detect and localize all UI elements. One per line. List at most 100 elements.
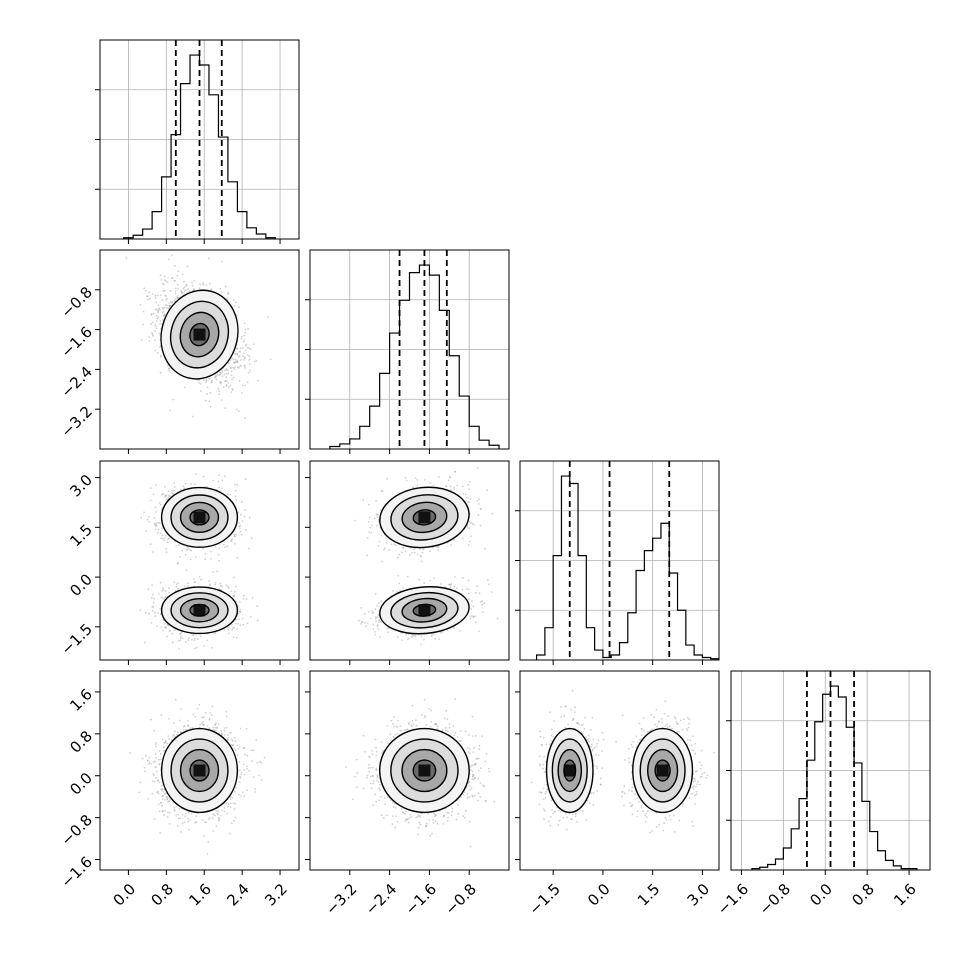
scatter-point — [230, 539, 233, 542]
scatter-point — [168, 367, 171, 370]
scatter-point — [152, 493, 155, 496]
scatter-point — [239, 347, 242, 350]
scatter-point — [192, 578, 195, 581]
scatter-point — [159, 320, 162, 323]
scatter-point — [165, 626, 167, 628]
scatter-point — [161, 534, 164, 537]
panel-frame — [99, 249, 300, 450]
scatter-point — [184, 641, 187, 643]
scatter-point — [176, 274, 179, 277]
scatter-point — [154, 297, 157, 299]
scatter-point — [208, 400, 211, 403]
scatter-point — [151, 609, 154, 612]
scatter-point — [216, 373, 219, 376]
scatter-point — [231, 378, 234, 381]
scatter-point — [236, 361, 239, 364]
scatter-point — [232, 299, 235, 301]
scatter-point — [154, 525, 157, 528]
scatter-point — [202, 283, 205, 286]
scatter-point — [240, 364, 243, 367]
scatter-point — [215, 378, 218, 381]
scatter-point — [159, 607, 162, 610]
scatter-point — [235, 533, 238, 536]
scatter-point — [248, 347, 250, 349]
scatter-point — [143, 511, 145, 514]
scatter-point — [162, 310, 165, 313]
scatter-point — [218, 393, 221, 396]
scatter-point — [144, 289, 147, 292]
scatter-point — [167, 307, 170, 310]
scatter-point — [142, 323, 144, 326]
scatter-point — [162, 589, 165, 591]
scatter-point — [230, 370, 233, 373]
scatter-point — [146, 518, 149, 521]
scatter-point — [205, 284, 208, 286]
scatter-point — [167, 367, 170, 370]
scatter-point — [190, 549, 193, 552]
scatter-point — [480, 508, 483, 511]
scatter-point — [165, 627, 167, 629]
scatter-point — [235, 301, 237, 304]
scatter-point — [229, 385, 232, 387]
scatter-point — [139, 304, 142, 306]
scatter-point — [184, 483, 187, 485]
scatter-point — [156, 625, 158, 627]
scatter-point — [214, 632, 216, 635]
scatter-point — [468, 598, 470, 601]
scatter-point — [177, 544, 180, 547]
scatter-point — [162, 539, 165, 542]
scatter-point — [185, 283, 188, 286]
scatter-point — [177, 270, 180, 273]
scatter-point — [462, 537, 464, 540]
scatter-point — [227, 382, 230, 384]
scatter-point — [173, 486, 176, 488]
scatter-point — [172, 492, 174, 495]
scatter-point — [168, 304, 171, 307]
scatter-point — [222, 386, 225, 389]
scatter-point — [183, 280, 185, 283]
scatter-point — [221, 375, 224, 378]
scatter-point — [160, 537, 163, 540]
scatter-point — [240, 533, 243, 536]
scatter-point — [228, 626, 231, 629]
scatter-point — [161, 587, 164, 590]
scatter-point — [164, 590, 167, 592]
scatter-point — [227, 585, 230, 588]
scatter-point — [225, 368, 228, 371]
contour-line — [179, 597, 220, 623]
y-tick-label: −3.2 — [58, 402, 96, 440]
scatter-point — [230, 366, 233, 369]
scatter-point — [163, 279, 166, 282]
scatter-point — [358, 619, 360, 622]
scatter-point — [154, 294, 157, 297]
scatter-point — [187, 288, 190, 291]
scatter-point — [231, 357, 234, 360]
scatter-point — [220, 291, 223, 294]
scatter-point — [219, 582, 222, 585]
scatter-point — [227, 291, 230, 294]
scatter-point — [250, 537, 253, 540]
panel-frame — [99, 460, 300, 661]
scatter-point — [155, 327, 158, 330]
scatter-point — [187, 547, 190, 550]
scatter-point — [193, 288, 196, 291]
scatter-point — [194, 580, 197, 583]
scatter-point — [433, 577, 435, 579]
scatter-point — [159, 371, 162, 374]
scatter-point — [249, 348, 252, 350]
scatter-point — [241, 501, 243, 503]
scatter-point — [167, 258, 170, 261]
scatter-point — [402, 547, 405, 549]
scatter-point — [246, 381, 249, 384]
scatter-point — [234, 590, 236, 593]
scatter-point — [179, 488, 182, 491]
panel-0-0 — [95, 39, 300, 244]
scatter-point — [237, 410, 240, 413]
scatter-point — [162, 290, 165, 292]
y-tick-label: −2.4 — [58, 363, 96, 401]
scatter-point — [233, 626, 235, 629]
y-tick-label: −0.8 — [58, 283, 96, 321]
scatter-point — [416, 479, 419, 481]
scatter-point — [155, 524, 158, 527]
scatter-point — [208, 584, 211, 587]
